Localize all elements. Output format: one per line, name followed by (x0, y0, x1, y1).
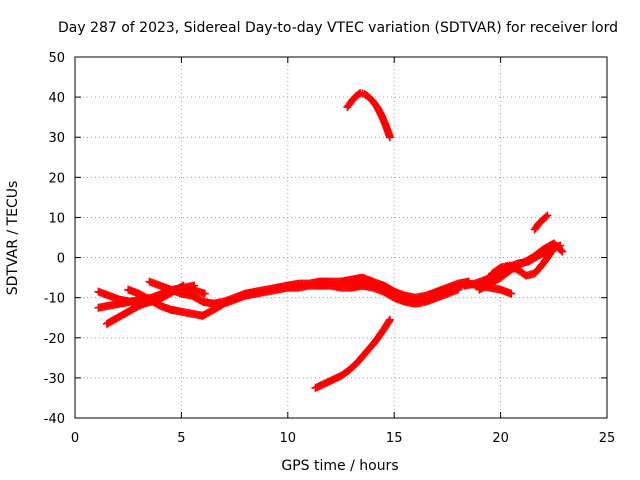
y-tick-label: 0 (57, 252, 65, 267)
y-tick-label: 10 (48, 211, 65, 226)
x-axis-title: GPS time / hours (281, 458, 398, 474)
series-arc-13 (530, 211, 552, 234)
y-axis-title: SDTVAR / TECUs (5, 181, 21, 296)
y-tick-label: -10 (44, 292, 65, 307)
trace-marker (385, 317, 394, 326)
data-point (385, 133, 394, 142)
data-point (385, 315, 394, 324)
axis-ticks (74, 56, 608, 419)
series-arc-11 (475, 239, 567, 294)
trace-marker (541, 212, 550, 221)
data-point (558, 247, 567, 256)
data-point (547, 247, 556, 256)
chart-title: Day 287 of 2023, Sidereal Day-to-day VTE… (58, 20, 618, 36)
x-tick-label: 20 (492, 431, 509, 446)
data-point (543, 211, 552, 220)
y-tick-label: -20 (44, 332, 65, 347)
series-arc-8 (343, 89, 394, 142)
data-point (507, 289, 516, 298)
data-points (94, 89, 567, 392)
y-tick-label: 30 (48, 131, 65, 146)
y-tick-label: 20 (48, 171, 65, 186)
tick-labels: 0 5 10 15 20 25 -40 -30 -20 -10 0 10 20 30 40 50 (44, 51, 616, 446)
plot-frame (74, 56, 608, 419)
series-arc-9 (311, 315, 394, 392)
x-tick-label: 25 (599, 431, 616, 446)
y-tick-label: 50 (48, 51, 65, 66)
y-tick-label: 40 (48, 91, 65, 106)
y-tick-label: -40 (44, 412, 65, 427)
trace-marker (557, 246, 566, 255)
x-tick-label: 10 (280, 431, 297, 446)
y-tick-label: -30 (44, 372, 65, 387)
x-tick-label: 0 (71, 431, 79, 446)
x-tick-label: 15 (386, 431, 403, 446)
trace-marker (546, 248, 555, 257)
series-arc-12 (488, 247, 556, 280)
x-tick-label: 5 (177, 431, 185, 446)
data-point (200, 289, 209, 298)
